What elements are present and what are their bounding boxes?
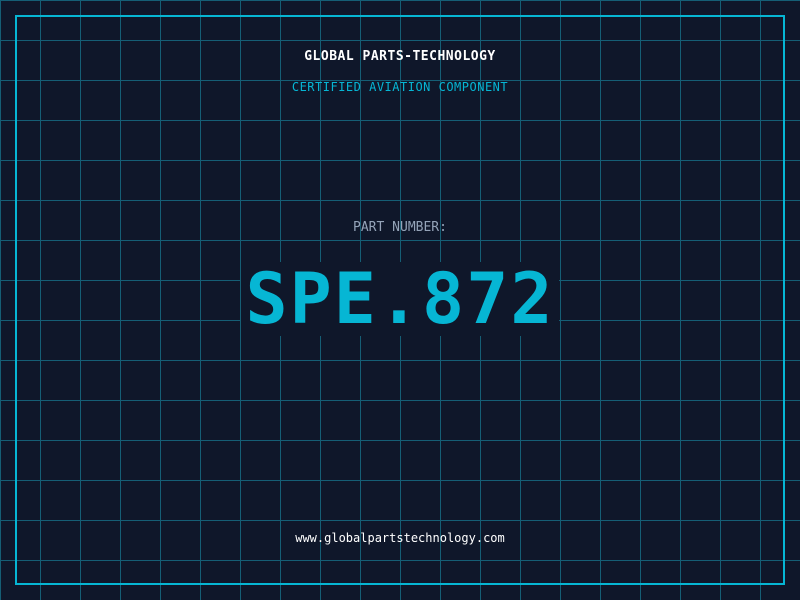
- part-number-value: SPE.872: [241, 262, 559, 336]
- certification-subtitle: CERTIFIED AVIATION COMPONENT: [291, 80, 509, 94]
- website-url: www.globalpartstechnology.com: [295, 531, 505, 545]
- company-name: GLOBAL PARTS-TECHNOLOGY: [304, 49, 496, 64]
- card-border: [15, 15, 785, 585]
- part-number-label: PART NUMBER:: [353, 220, 447, 235]
